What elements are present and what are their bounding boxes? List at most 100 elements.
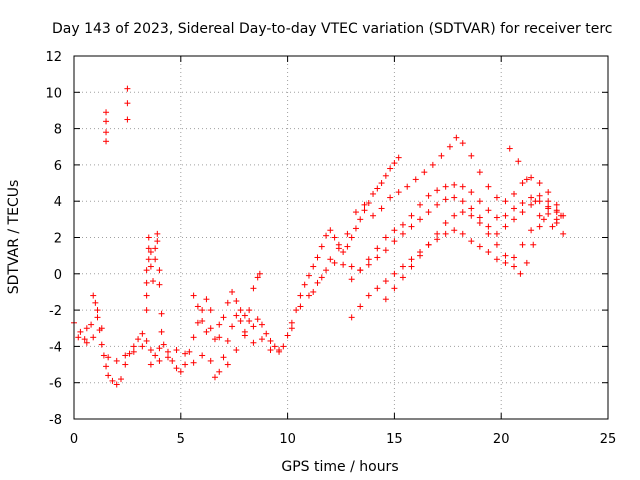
data-point: [152, 256, 159, 263]
data-point: [145, 245, 152, 252]
data-point: [124, 116, 131, 123]
data-point: [391, 270, 398, 277]
data-point: [382, 247, 389, 254]
data-point: [186, 348, 193, 355]
data-point: [476, 243, 483, 250]
data-point: [237, 317, 244, 324]
data-point: [344, 243, 351, 250]
data-point: [545, 198, 552, 205]
data-point: [519, 209, 526, 216]
data-point: [340, 261, 347, 268]
y-axis-label: SDTVAR / TECUs: [6, 180, 22, 295]
y-tick-label: 0: [54, 268, 62, 283]
data-point: [434, 201, 441, 208]
y-tick-label: 10: [45, 86, 62, 101]
data-point: [203, 328, 210, 335]
data-point: [519, 200, 526, 207]
data-point: [476, 198, 483, 205]
data-point: [207, 325, 214, 332]
data-point: [340, 249, 347, 256]
data-point: [348, 276, 355, 283]
data-point: [327, 256, 334, 263]
data-point: [451, 227, 458, 234]
data-point: [229, 323, 236, 330]
y-tick-label: -6: [49, 377, 62, 392]
data-point: [417, 201, 424, 208]
data-point: [233, 347, 240, 354]
data-point: [370, 212, 377, 219]
data-point: [331, 234, 338, 241]
data-point: [177, 368, 184, 375]
data-point: [459, 140, 466, 147]
data-point: [147, 249, 154, 256]
data-point: [387, 194, 394, 201]
x-tick-label: 15: [386, 432, 403, 447]
data-point: [323, 267, 330, 274]
data-point: [382, 278, 389, 285]
data-point: [190, 292, 197, 299]
data-point: [241, 312, 248, 319]
data-point: [237, 307, 244, 314]
data-point: [451, 181, 458, 188]
data-point: [92, 299, 99, 306]
data-point: [90, 292, 97, 299]
data-point: [94, 314, 101, 321]
data-point: [109, 377, 116, 384]
data-points: [71, 85, 567, 388]
data-point: [173, 365, 180, 372]
data-point: [143, 337, 150, 344]
data-point: [229, 288, 236, 295]
data-point: [147, 263, 154, 270]
data-point: [536, 192, 543, 199]
y-tick-label: -4: [49, 340, 62, 355]
y-tick-label: 4: [54, 195, 62, 210]
data-point: [459, 198, 466, 205]
data-point: [314, 279, 321, 286]
data-point: [395, 154, 402, 161]
data-point: [199, 352, 206, 359]
data-point: [502, 212, 509, 219]
data-point: [511, 190, 518, 197]
data-point: [451, 212, 458, 219]
data-point: [365, 256, 372, 263]
y-tick-label: 6: [54, 159, 62, 174]
data-point: [553, 216, 560, 223]
data-point: [485, 230, 492, 237]
data-point: [468, 238, 475, 245]
data-point: [459, 183, 466, 190]
data-point: [173, 347, 180, 354]
data-point: [258, 321, 265, 328]
data-point: [374, 185, 381, 192]
data-point: [199, 317, 206, 324]
data-point: [395, 189, 402, 196]
data-point: [476, 219, 483, 226]
data-point: [310, 263, 317, 270]
data-point: [150, 278, 157, 285]
data-point: [357, 303, 364, 310]
data-point: [434, 230, 441, 237]
data-point: [207, 357, 214, 364]
data-point: [233, 298, 240, 305]
data-point: [425, 241, 432, 248]
data-point: [152, 245, 159, 252]
data-point: [485, 183, 492, 190]
data-point: [374, 285, 381, 292]
data-point: [250, 339, 257, 346]
data-point: [530, 241, 537, 248]
data-point: [117, 376, 124, 383]
data-point: [528, 201, 535, 208]
data-point: [365, 200, 372, 207]
data-point: [250, 323, 257, 330]
data-point: [545, 210, 552, 217]
data-point: [374, 245, 381, 252]
data-point: [156, 357, 163, 364]
data-point: [442, 196, 449, 203]
data-point: [540, 216, 547, 223]
data-point: [327, 227, 334, 234]
data-point: [421, 169, 428, 176]
data-point: [310, 288, 317, 295]
data-point: [263, 330, 270, 337]
data-point: [404, 183, 411, 190]
data-point: [194, 319, 201, 326]
